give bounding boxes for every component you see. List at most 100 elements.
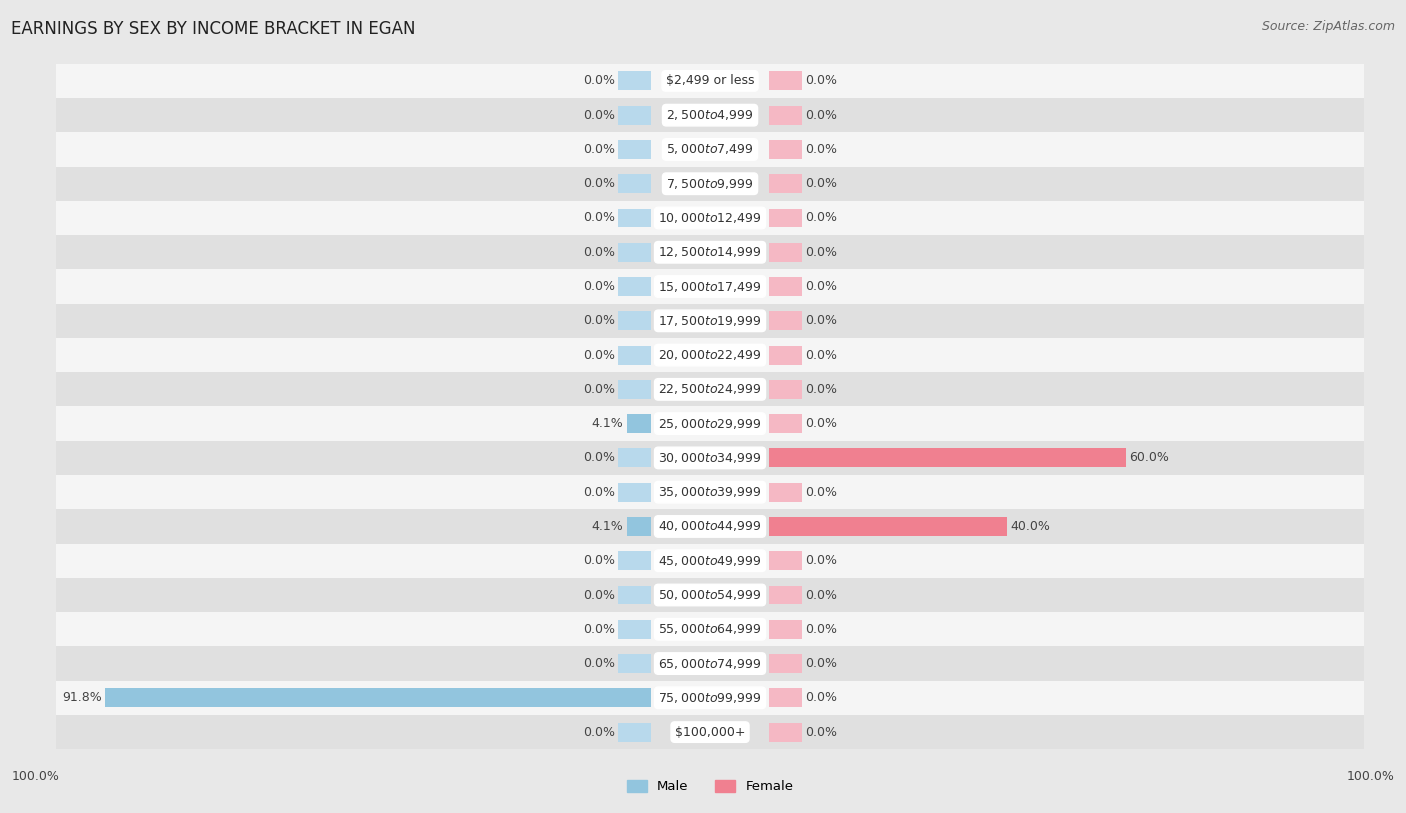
Text: $75,000 to $99,999: $75,000 to $99,999 [658, 691, 762, 705]
Bar [619, 483, 651, 502]
Bar [619, 72, 651, 90]
Text: 0.0%: 0.0% [583, 589, 616, 602]
Bar [769, 723, 801, 741]
Text: 0.0%: 0.0% [583, 657, 616, 670]
Text: 0.0%: 0.0% [804, 417, 837, 430]
Text: $15,000 to $17,499: $15,000 to $17,499 [658, 280, 762, 293]
Text: $12,500 to $14,999: $12,500 to $14,999 [658, 246, 762, 259]
Text: 0.0%: 0.0% [804, 315, 837, 328]
Bar [619, 174, 651, 193]
Bar [769, 585, 801, 604]
Bar [56, 441, 1364, 475]
Text: 0.0%: 0.0% [804, 349, 837, 362]
Text: $40,000 to $44,999: $40,000 to $44,999 [658, 520, 762, 533]
Bar [769, 483, 801, 502]
Bar [769, 654, 801, 673]
Text: 0.0%: 0.0% [804, 657, 837, 670]
Bar [56, 133, 1364, 167]
Text: 0.0%: 0.0% [804, 589, 837, 602]
Bar [56, 63, 1364, 98]
Text: 0.0%: 0.0% [804, 383, 837, 396]
Bar [769, 620, 801, 639]
Bar [769, 277, 801, 296]
Text: 0.0%: 0.0% [804, 143, 837, 156]
Legend: Male, Female: Male, Female [621, 775, 799, 798]
Text: 0.0%: 0.0% [804, 75, 837, 88]
Bar [769, 243, 801, 262]
Text: 91.8%: 91.8% [62, 691, 101, 704]
Text: 0.0%: 0.0% [583, 109, 616, 122]
Bar [56, 612, 1364, 646]
Bar [56, 578, 1364, 612]
Bar [769, 414, 801, 433]
Bar [627, 517, 651, 536]
Text: 0.0%: 0.0% [583, 211, 616, 224]
Text: 0.0%: 0.0% [804, 691, 837, 704]
Bar [619, 209, 651, 228]
Text: 0.0%: 0.0% [583, 451, 616, 464]
Text: 0.0%: 0.0% [583, 177, 616, 190]
Bar [56, 406, 1364, 441]
Text: 0.0%: 0.0% [583, 554, 616, 567]
Text: $17,500 to $19,999: $17,500 to $19,999 [658, 314, 762, 328]
Text: 0.0%: 0.0% [583, 485, 616, 498]
Text: 0.0%: 0.0% [583, 143, 616, 156]
Text: $35,000 to $39,999: $35,000 to $39,999 [658, 485, 762, 499]
Text: $45,000 to $49,999: $45,000 to $49,999 [658, 554, 762, 567]
Bar [619, 551, 651, 570]
Bar [56, 304, 1364, 338]
Text: $10,000 to $12,499: $10,000 to $12,499 [658, 211, 762, 225]
Text: $100,000+: $100,000+ [675, 725, 745, 738]
Bar [619, 346, 651, 364]
Bar [56, 372, 1364, 406]
Text: 0.0%: 0.0% [804, 211, 837, 224]
Bar [619, 449, 651, 467]
Bar [619, 311, 651, 330]
Bar [769, 551, 801, 570]
Text: $55,000 to $64,999: $55,000 to $64,999 [658, 622, 762, 637]
Text: 0.0%: 0.0% [583, 725, 616, 738]
Bar [619, 243, 651, 262]
Text: $50,000 to $54,999: $50,000 to $54,999 [658, 588, 762, 602]
Bar [769, 174, 801, 193]
Bar [619, 277, 651, 296]
Text: 0.0%: 0.0% [583, 383, 616, 396]
Bar [619, 620, 651, 639]
Text: $20,000 to $22,499: $20,000 to $22,499 [658, 348, 762, 362]
Text: 0.0%: 0.0% [583, 315, 616, 328]
Text: 0.0%: 0.0% [583, 246, 616, 259]
Bar [56, 235, 1364, 269]
Bar [56, 509, 1364, 544]
Text: $65,000 to $74,999: $65,000 to $74,999 [658, 657, 762, 671]
Text: 4.1%: 4.1% [592, 417, 623, 430]
Text: 0.0%: 0.0% [804, 280, 837, 293]
Bar [627, 414, 651, 433]
Text: 40.0%: 40.0% [1010, 520, 1050, 533]
Bar [56, 646, 1364, 680]
Text: 0.0%: 0.0% [804, 554, 837, 567]
Text: $2,500 to $4,999: $2,500 to $4,999 [666, 108, 754, 122]
Text: 0.0%: 0.0% [583, 75, 616, 88]
Bar [769, 689, 801, 707]
Bar [769, 209, 801, 228]
Text: 0.0%: 0.0% [583, 280, 616, 293]
Bar [619, 140, 651, 159]
Text: $5,000 to $7,499: $5,000 to $7,499 [666, 142, 754, 156]
Bar [56, 167, 1364, 201]
Text: 0.0%: 0.0% [804, 725, 837, 738]
Text: 100.0%: 100.0% [11, 770, 59, 783]
Bar [619, 380, 651, 399]
Text: 0.0%: 0.0% [804, 177, 837, 190]
Bar [769, 517, 1007, 536]
Bar [619, 723, 651, 741]
Bar [56, 544, 1364, 578]
Bar [769, 140, 801, 159]
Text: 0.0%: 0.0% [804, 109, 837, 122]
Bar [769, 311, 801, 330]
Text: $25,000 to $29,999: $25,000 to $29,999 [658, 416, 762, 431]
Text: $22,500 to $24,999: $22,500 to $24,999 [658, 382, 762, 397]
Bar [56, 201, 1364, 235]
Text: Source: ZipAtlas.com: Source: ZipAtlas.com [1261, 20, 1395, 33]
Text: $2,499 or less: $2,499 or less [666, 75, 754, 88]
Bar [56, 715, 1364, 750]
